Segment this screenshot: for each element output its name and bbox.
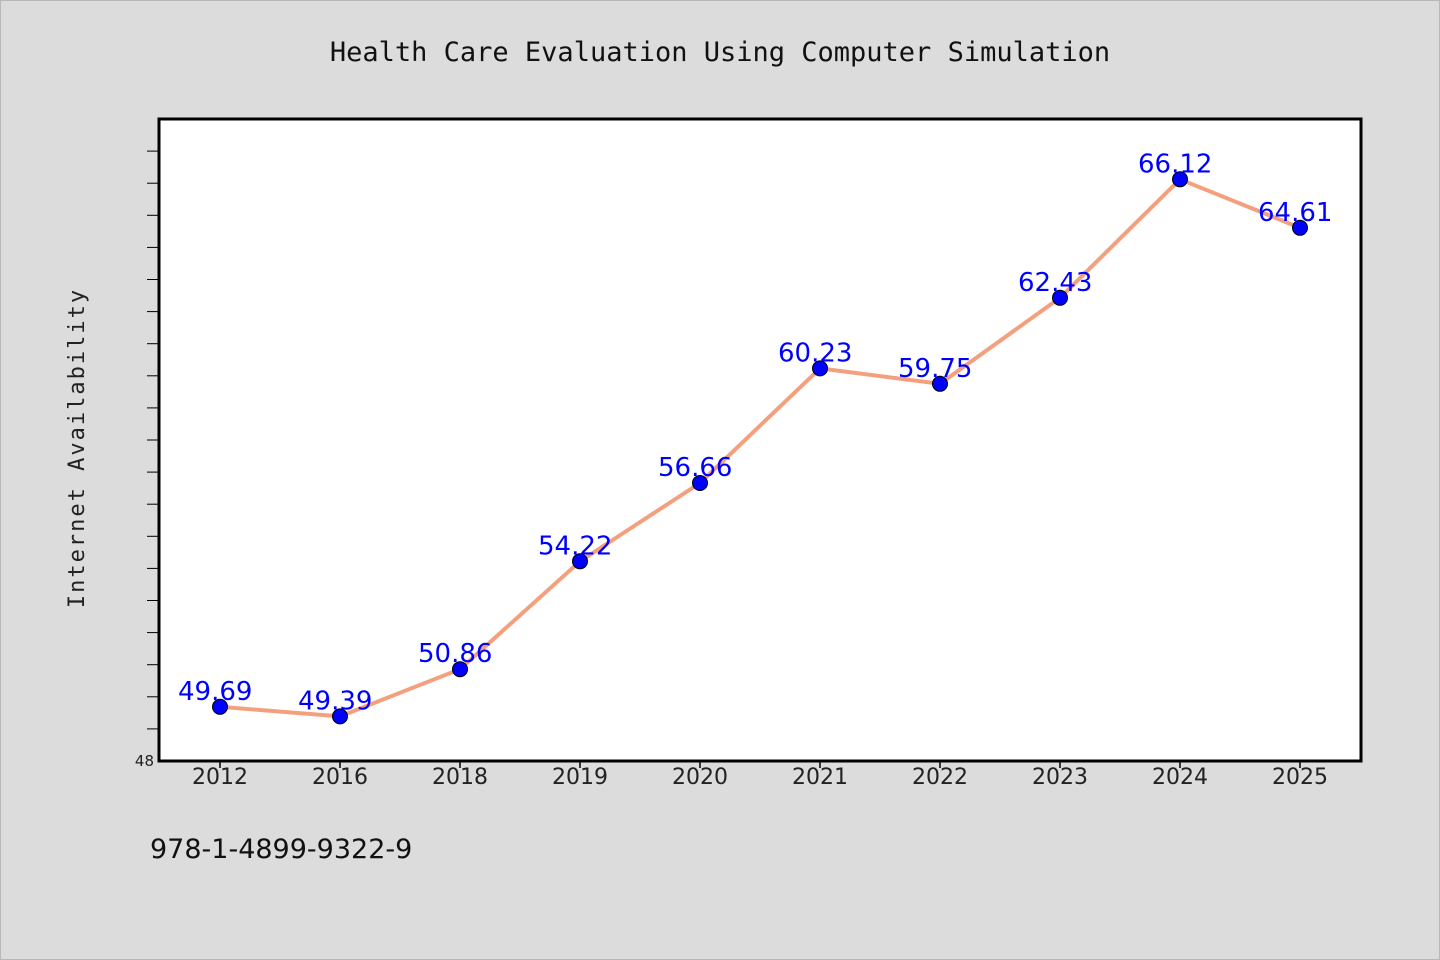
plot-area [157, 117, 1363, 763]
x-tick-label-2012: 2012 [192, 765, 248, 790]
data-label-2019: 54.22 [538, 531, 612, 561]
y-axis-ticks [147, 150, 159, 730]
isbn-text: 978-1-4899-9322-9 [150, 834, 413, 865]
x-tick-label-2019: 2019 [552, 765, 608, 790]
x-tick-label-2020: 2020 [672, 765, 728, 790]
data-label-2012: 49.69 [178, 677, 252, 707]
data-label-2025: 64.61 [1258, 198, 1332, 228]
series-line-layer [218, 177, 1302, 719]
data-label-2021: 60.23 [778, 338, 852, 368]
x-tick-label-2016: 2016 [312, 765, 368, 790]
markers-layer [212, 171, 1308, 725]
data-point-2012 [212, 698, 228, 715]
x-axis-tick-labels: 2012 2016 2018 2019 2020 2021 2022 2023 2024 2025 [192, 765, 1328, 790]
data-point-2019 [572, 553, 588, 570]
data-label-2024: 66.12 [1138, 149, 1212, 179]
data-point-2020 [692, 475, 708, 491]
data-label-2018: 50.86 [418, 639, 492, 669]
x-tick-label-2023: 2023 [1032, 765, 1088, 790]
data-point-2018 [452, 661, 468, 678]
y-tick-label-48: 48 [135, 752, 154, 770]
x-tick-label-2022: 2022 [912, 765, 968, 790]
x-tick-label-2024: 2024 [1152, 765, 1208, 790]
data-point-2022 [932, 375, 948, 392]
data-point-2021 [812, 360, 828, 377]
data-point-2023 [1052, 289, 1068, 306]
chart-title: Health Care Evaluation Using Computer Si… [330, 37, 1110, 68]
data-label-2020: 56.66 [658, 453, 732, 483]
x-tick-label-2025: 2025 [1272, 765, 1328, 790]
x-tick-label-2018: 2018 [432, 765, 488, 790]
x-tick-label-2021: 2021 [792, 765, 848, 790]
series-line [218, 177, 1302, 719]
data-label-2016: 49.39 [298, 686, 372, 716]
x-axis-ticks [219, 761, 1301, 768]
data-labels-layer: 49.69 49.39 50.86 54.22 56.66 60.23 59.75 62.43… [178, 149, 1332, 716]
data-label-2022: 59.75 [898, 354, 972, 384]
data-label-2023: 62.43 [1018, 268, 1092, 298]
y-axis-label: Internet Availability [65, 288, 90, 608]
data-point-2024 [1172, 171, 1188, 188]
data-point-2025 [1292, 219, 1308, 236]
data-point-2016 [332, 708, 348, 725]
